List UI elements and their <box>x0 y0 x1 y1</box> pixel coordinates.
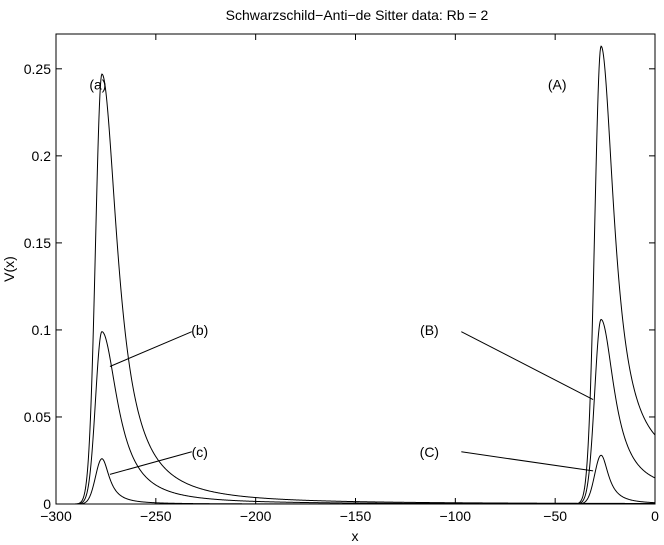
x-tick-label: −300 <box>40 508 72 524</box>
annotation-leader-line <box>461 331 594 401</box>
series-line <box>56 454 656 505</box>
series-group <box>56 45 656 505</box>
annotation-label: (a) <box>89 76 106 92</box>
series-line <box>56 458 655 505</box>
annotation-label: (b) <box>191 322 208 338</box>
series-line <box>56 73 655 505</box>
plot-area <box>55 33 656 505</box>
x-tick-label: −250 <box>140 508 172 524</box>
y-tick-label: 0.1 <box>32 322 52 338</box>
x-tick-label: −50 <box>543 508 567 524</box>
annotation-label: (A) <box>548 76 567 92</box>
annotation-leader-line <box>109 451 192 475</box>
x-tick-label: −150 <box>340 508 372 524</box>
annotation-label: (C) <box>420 444 439 460</box>
x-tick-label: −100 <box>440 508 472 524</box>
chart-title: Schwarzschild−Anti−de Sitter data: Rb = … <box>226 7 489 23</box>
annotation-leader-line <box>109 331 192 367</box>
annotation-group: (a) (b) (c) (A) (B) (C) <box>89 76 594 475</box>
x-axis: −300 −250 −200 −150 −100 −50 0 <box>40 34 659 524</box>
y-tick-label: 0.2 <box>32 148 52 164</box>
annotation-leader-line <box>461 451 594 472</box>
annotation-label: (B) <box>420 322 439 338</box>
series-line <box>56 331 655 505</box>
y-tick-label: 0.05 <box>24 409 51 425</box>
annotation-label: (c) <box>192 444 208 460</box>
y-tick-label: 0.25 <box>24 61 51 77</box>
y-tick-label: 0 <box>43 496 51 512</box>
x-axis-label: x <box>352 528 359 544</box>
y-axis-label: V(x) <box>1 256 17 282</box>
y-tick-label: 0.15 <box>24 235 51 251</box>
x-tick-label: −200 <box>240 508 272 524</box>
y-axis: 0 0.05 0.1 0.15 0.2 0.25 <box>24 61 655 512</box>
x-tick-label: 0 <box>651 508 659 524</box>
